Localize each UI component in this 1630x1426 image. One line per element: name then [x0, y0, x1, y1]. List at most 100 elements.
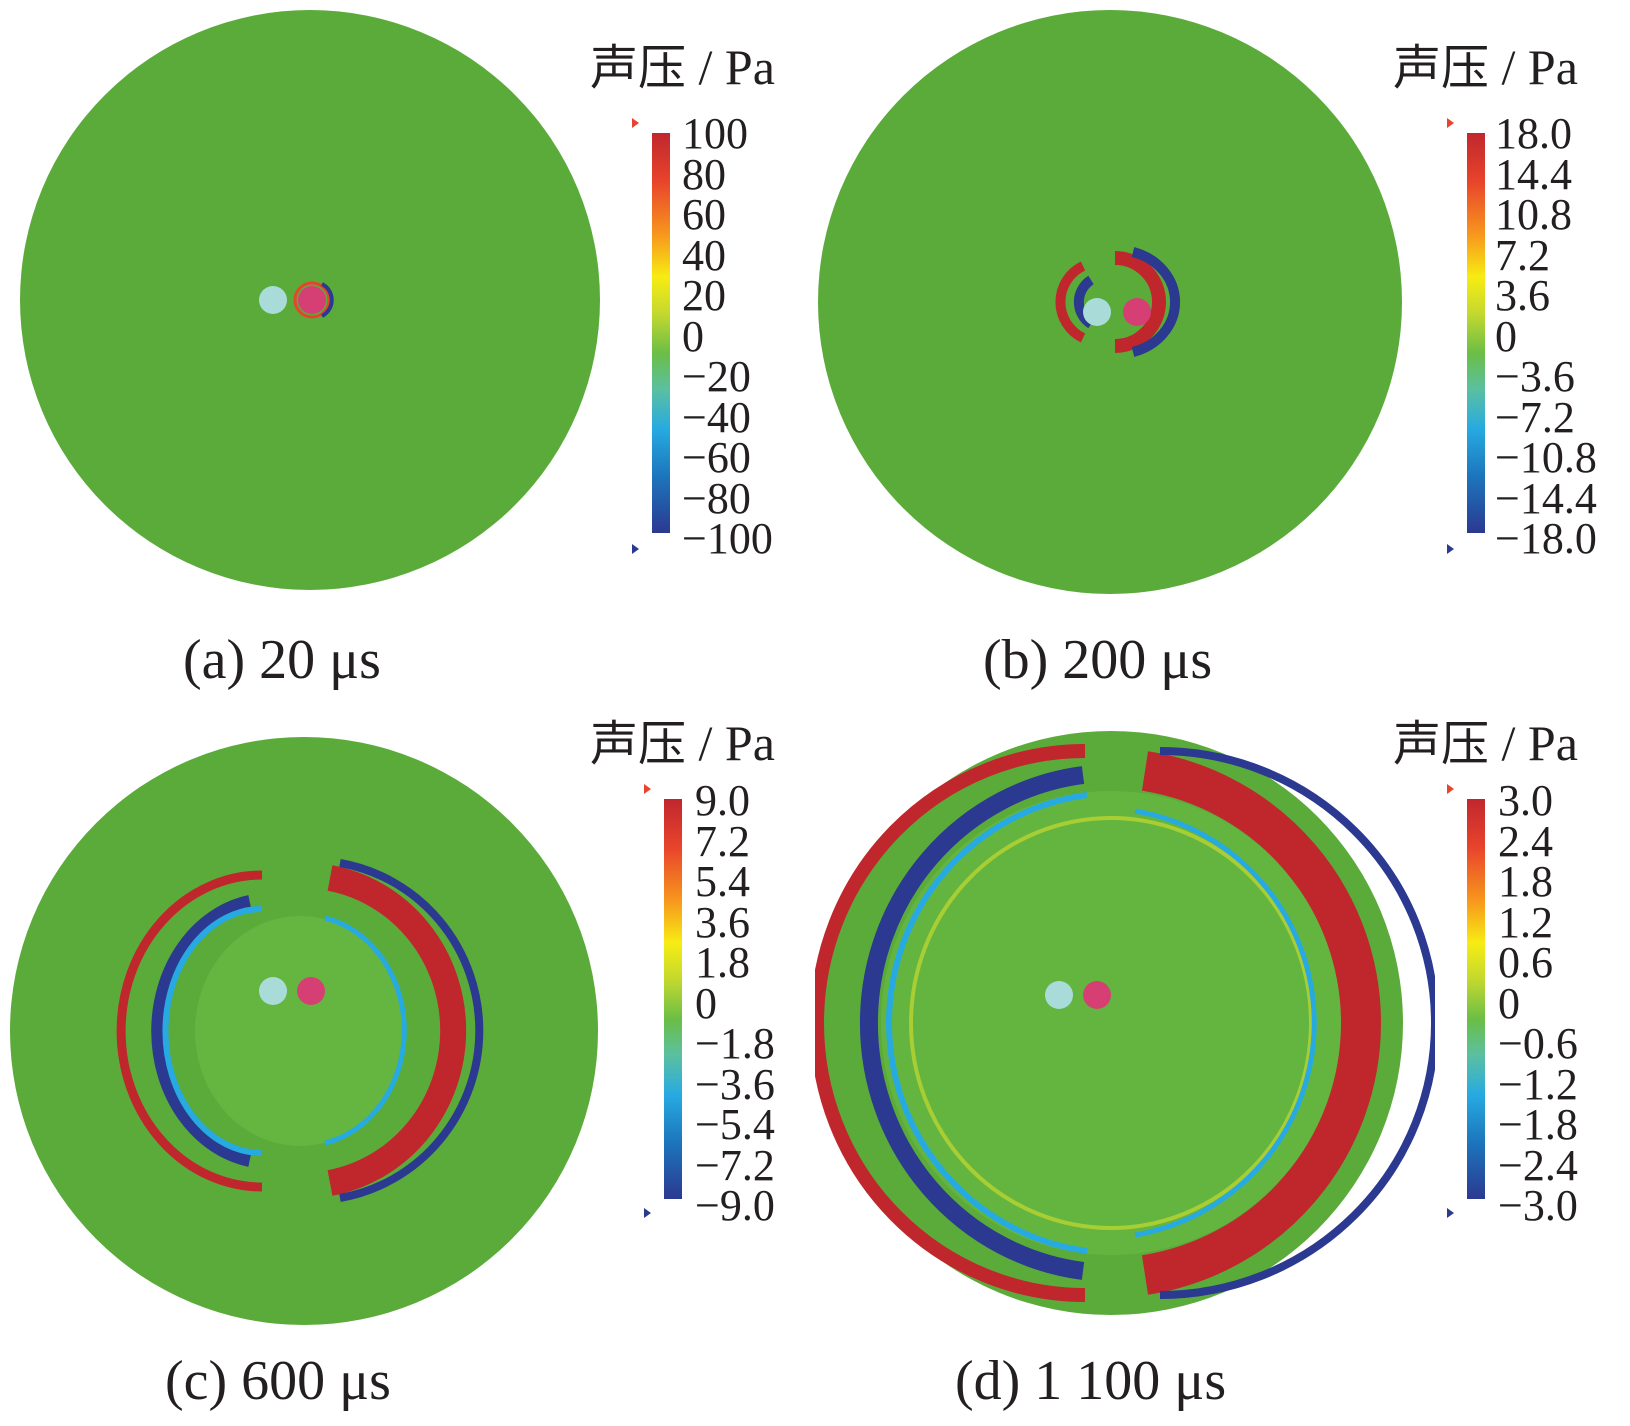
tick-label: −10.8 [1495, 433, 1597, 482]
receiver-dot [298, 286, 326, 314]
tick-label: −40 [682, 392, 751, 442]
overflow-arrow-top [1447, 118, 1454, 128]
tick-label: 0 [695, 978, 717, 1028]
colorbar-title-d: 声压 / Pa [1393, 718, 1578, 768]
caption-d: (d) 1 100 μs [955, 1350, 1227, 1412]
tick-label: 80 [682, 149, 726, 199]
tick-label: −9.0 [695, 1181, 775, 1230]
wavefront-positive [1114, 251, 1166, 353]
tick-label: −18.0 [1495, 514, 1597, 563]
colorbar-d [1467, 799, 1485, 1199]
tick-label: 14.4 [1495, 149, 1572, 199]
colorbar-title-unit: / Pa [686, 39, 775, 95]
colorbar-title-unit: / Pa [1489, 715, 1578, 771]
pressure-field-d [815, 731, 1435, 1315]
tick-label: −14.4 [1495, 473, 1597, 523]
tick-label: −1.2 [1498, 1059, 1578, 1109]
wavefront-left-positive [815, 744, 1086, 1302]
overflow-arrow-bottom [1447, 1208, 1454, 1218]
caption-b: (b) 200 μs [983, 629, 1213, 691]
wavefront-left-positive [116, 870, 263, 1192]
tick-label: 3.6 [1495, 271, 1550, 320]
tick-label: −3.0 [1498, 1181, 1578, 1230]
colorbar-c [664, 799, 682, 1199]
colorbar-title-cn: 声压 [1393, 716, 1490, 772]
pressure-field-a [20, 10, 600, 590]
tick-label: 1.2 [1498, 897, 1553, 947]
source-dot [1045, 981, 1073, 1009]
wavefront-negative [1131, 247, 1181, 357]
tick-label: −2.4 [1498, 1140, 1578, 1190]
domain-circle [818, 10, 1402, 594]
overflow-arrow-bottom [1447, 544, 1454, 554]
wavefront-left-negative [151, 895, 252, 1167]
colorbar-ticks-c: 9.0 7.2 5.4 3.6 1.8 0 −1.8 −3.6 −5.4 −7.… [695, 776, 775, 1230]
colorbar-title-cn: 声压 [590, 716, 687, 772]
tick-label: 60 [682, 190, 726, 239]
tick-label: −1.8 [695, 1019, 775, 1068]
pressure-field-b [818, 10, 1402, 594]
inner-ring-yellow [909, 816, 1313, 1230]
tick-label: −7.2 [695, 1140, 775, 1190]
tick-label: −20 [682, 352, 751, 401]
wavefront-right-negative [1159, 747, 1435, 1299]
colorbar-title-b: 声压 / Pa [1393, 42, 1578, 92]
tick-label: 3.0 [1498, 776, 1553, 825]
overflow-arrow-top [1447, 784, 1454, 794]
colorbar-title-unit: / Pa [686, 715, 775, 771]
wavefront-right-positive [327, 865, 467, 1196]
tick-label: −3.6 [1495, 352, 1575, 401]
tick-label: 3.6 [695, 897, 750, 947]
tick-label: 7.2 [1495, 230, 1550, 280]
overflow-arrow-bottom [644, 1208, 651, 1218]
colorbar-b [1467, 133, 1485, 533]
colorbar-title-cn: 声压 [1393, 40, 1490, 96]
overflow-arrow-top [644, 784, 651, 794]
tick-label: 40 [682, 230, 726, 280]
tick-label: 100 [682, 109, 748, 158]
tick-label: −60 [682, 433, 751, 482]
tick-label: 0 [682, 311, 704, 361]
caption-c: (c) 600 μs [165, 1350, 391, 1412]
colorbar-title-a: 声压 / Pa [590, 42, 775, 92]
panel-d: 声压 / Pa 3.0 2.4 1.8 1.2 0.6 0 −0.6 −1.2 … [815, 713, 1630, 1426]
caption-a: (a) 20 μs [183, 629, 381, 691]
tick-label: 7.2 [695, 816, 750, 866]
tick-label: 0 [1495, 311, 1517, 361]
receiver-dot [1083, 981, 1111, 1009]
overflow-arrow-bottom [632, 544, 639, 554]
wavefront-left-cyan [886, 792, 1088, 1254]
wavefront-right-negative [339, 859, 484, 1202]
wavefront-left-negative [860, 766, 1085, 1280]
wavefront-right-cyan [324, 915, 407, 1146]
colorbar-title-cn: 声压 [590, 40, 687, 96]
tick-label: 0.6 [1498, 938, 1553, 987]
wavefront-right-cyan [1134, 808, 1317, 1238]
tick-label: −1.8 [1498, 1100, 1578, 1149]
pressure-field-c [10, 737, 598, 1325]
wavefront-negative [320, 282, 334, 318]
tick-label: 1.8 [1498, 857, 1553, 906]
wavefront-left [1055, 261, 1086, 343]
inner-region [881, 791, 1341, 1255]
tick-label: −0.6 [1498, 1019, 1578, 1068]
inner-region [195, 916, 405, 1146]
tick-label: −7.2 [1495, 392, 1575, 442]
colorbar-ticks-b: 18.0 14.4 10.8 7.2 3.6 0 −3.6 −7.2 −10.8… [1495, 109, 1597, 563]
wavefront-left-cyan [162, 906, 263, 1156]
source-dot [259, 977, 287, 1005]
receiver-dot [297, 977, 325, 1005]
tick-label: 0 [1498, 978, 1520, 1028]
colorbar-title-unit: / Pa [1489, 39, 1578, 95]
tick-label: 5.4 [695, 857, 750, 906]
colorbar-a [652, 133, 670, 533]
panel-c: 声压 / Pa 9.0 7.2 5.4 3.6 1.8 0 −1.8 −3.6 … [0, 713, 815, 1426]
panel-a: 声压 / Pa 100 80 60 40 20 0 −20 −40 −60 −8… [0, 0, 815, 713]
tick-label: 10.8 [1495, 190, 1572, 239]
source-dot [1083, 298, 1111, 326]
tick-label: 18.0 [1495, 109, 1572, 158]
wavefront-ring [293, 281, 331, 319]
panel-b: 声压 / Pa 18.0 14.4 10.8 7.2 3.6 0 −3.6 −7… [815, 0, 1630, 713]
overflow-arrow-top [632, 118, 639, 128]
tick-label: 9.0 [695, 776, 750, 825]
